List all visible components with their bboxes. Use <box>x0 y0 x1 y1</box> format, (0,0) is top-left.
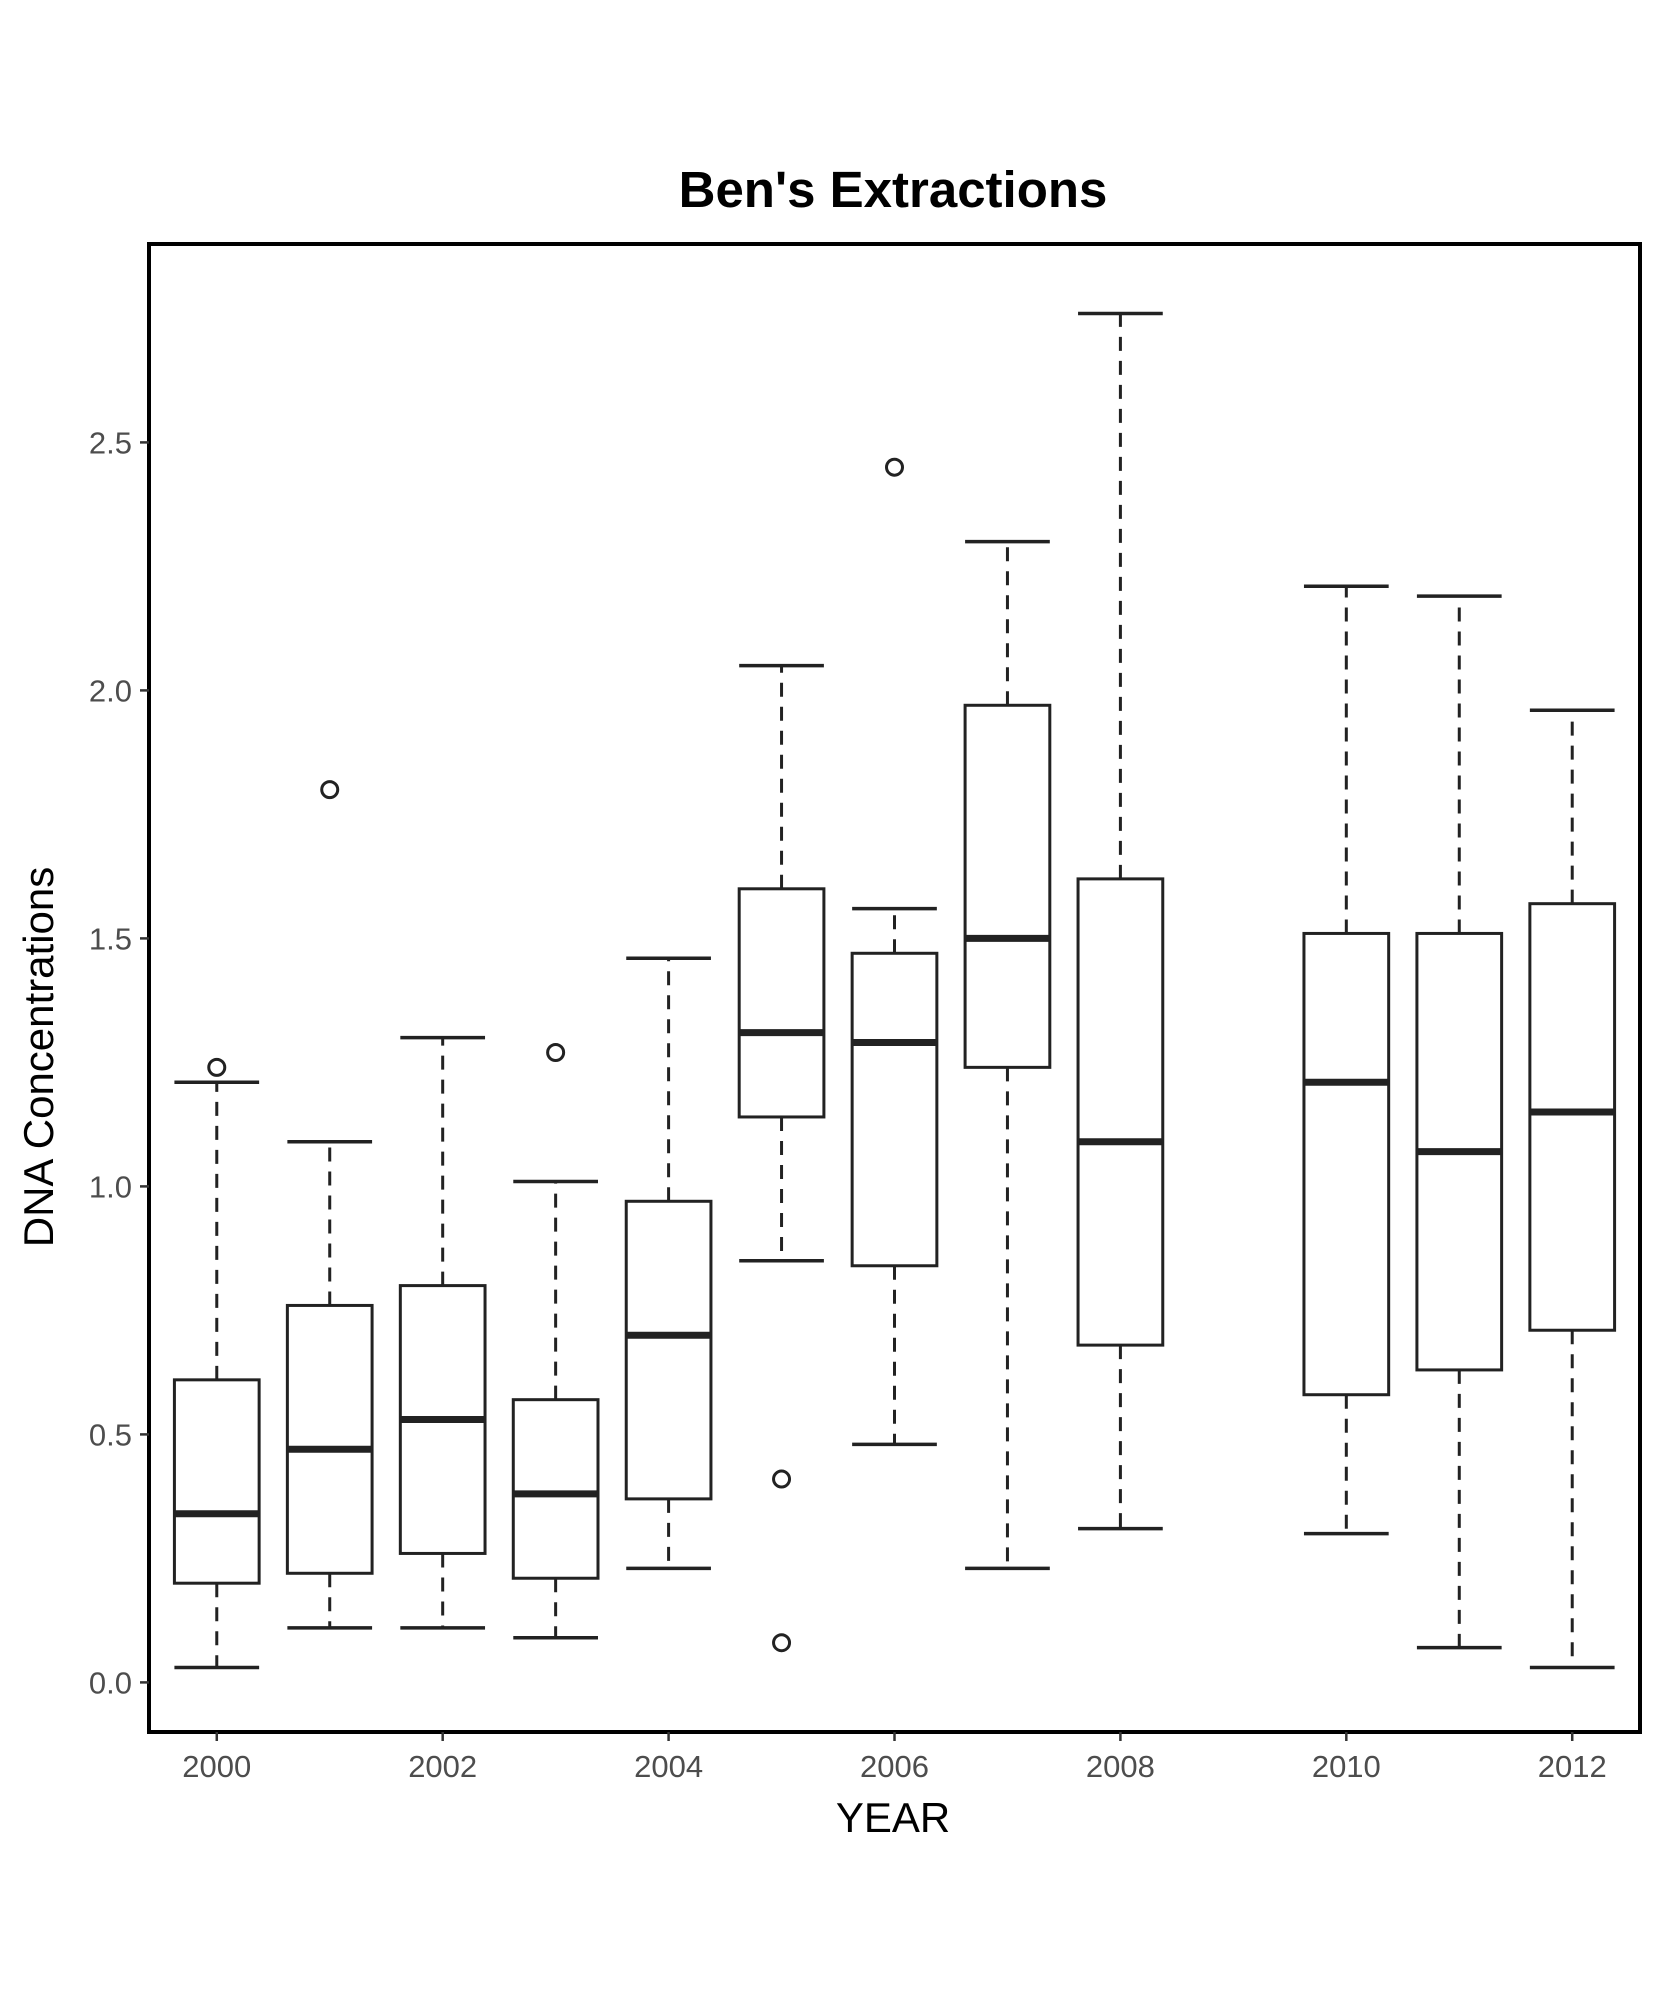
y-tick-label: 0.0 <box>89 1665 132 1700</box>
box-2007 <box>963 539 1052 1571</box>
box-2008 <box>1076 311 1165 1531</box>
outlier-point <box>546 1042 566 1062</box>
iqr-box <box>511 1398 600 1580</box>
y-tick-label: 1.5 <box>89 921 132 956</box>
iqr-box <box>737 887 826 1119</box>
iqr-box <box>172 1378 261 1585</box>
iqr-box <box>850 951 939 1268</box>
x-tick-label: 2006 <box>860 1749 929 1784</box>
y-tick-label: 2.0 <box>89 673 132 708</box>
x-tick-label: 2000 <box>182 1749 251 1784</box>
iqr-box <box>285 1303 374 1575</box>
outlier-point <box>885 457 904 477</box>
iqr-box <box>963 703 1052 1069</box>
box-2004 <box>624 956 713 1571</box>
chart-title: Ben's Extractions <box>679 161 1108 218</box>
x-axis-label: YEAR <box>836 1794 950 1841</box>
outlier-point <box>772 1469 792 1489</box>
plot-area: 0.0 0.5 1.0 1.5 2.0 2.5 2000 2002 2004 2006 2008 20… <box>89 242 1642 1784</box>
box-2010 <box>1302 584 1391 1536</box>
box-2003 <box>511 1042 600 1640</box>
iqr-box <box>624 1199 713 1501</box>
box-2000 <box>172 1057 261 1670</box>
x-tick-label: 2002 <box>408 1749 477 1784</box>
outlier-point <box>320 780 340 800</box>
x-tick-label: 2012 <box>1538 1749 1607 1784</box>
y-tick-label: 1.0 <box>89 1169 132 1204</box>
iqr-box <box>1528 902 1617 1332</box>
x-tick-label: 2008 <box>1086 1749 1155 1784</box>
y-tick-label: 2.5 <box>89 425 132 460</box>
box-2011 <box>1415 594 1504 1650</box>
box-2001 <box>285 780 374 1630</box>
x-tick-label: 2010 <box>1312 1749 1381 1784</box>
box-2012 <box>1528 708 1617 1670</box>
box-2002 <box>398 1035 487 1630</box>
outlier-point <box>207 1057 227 1077</box>
box-2005 <box>737 663 826 1653</box>
y-tick-label: 0.5 <box>89 1417 132 1452</box>
x-tick-label: 2004 <box>634 1749 703 1784</box>
box-2006 <box>850 457 939 1447</box>
iqr-box <box>1076 877 1165 1347</box>
outlier-point <box>772 1633 792 1653</box>
y-axis-label: DNA Concentrations <box>15 867 62 1248</box>
iqr-box <box>1302 931 1391 1397</box>
